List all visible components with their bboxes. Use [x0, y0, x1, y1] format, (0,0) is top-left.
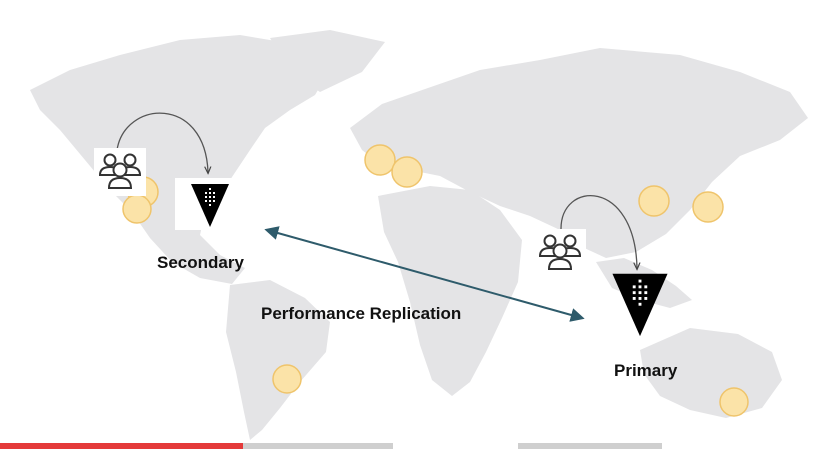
world-map: [30, 30, 808, 440]
map-north-america: [30, 35, 330, 284]
location-dot-icon: [692, 191, 724, 223]
replication-arrow: [264, 226, 585, 322]
progress-buffered: [518, 443, 662, 449]
progress-buffered: [243, 443, 393, 449]
location-dot-icon: [391, 156, 423, 188]
map-greenland: [270, 30, 385, 92]
secondary-access-arrow: [116, 112, 208, 172]
map-africa: [378, 186, 522, 396]
location-dot-icon: [638, 185, 670, 217]
location-dot-icon: [364, 144, 396, 176]
secondary-label: Secondary: [157, 253, 244, 272]
users-group-icon: [534, 229, 586, 277]
location-dot-icon: [719, 387, 749, 417]
performance-replication-label: Performance Replication: [261, 304, 462, 323]
location-dots: [122, 144, 749, 417]
primary-label: Primary: [614, 361, 678, 380]
users-group-icon: [94, 148, 146, 196]
primary-access-arrow: [560, 195, 637, 268]
progress-played: [0, 443, 244, 449]
vault-triangle-icon: [175, 178, 245, 230]
location-dot-icon: [122, 194, 152, 224]
video-progress-bar[interactable]: [0, 443, 826, 449]
location-dot-icon: [272, 364, 302, 394]
